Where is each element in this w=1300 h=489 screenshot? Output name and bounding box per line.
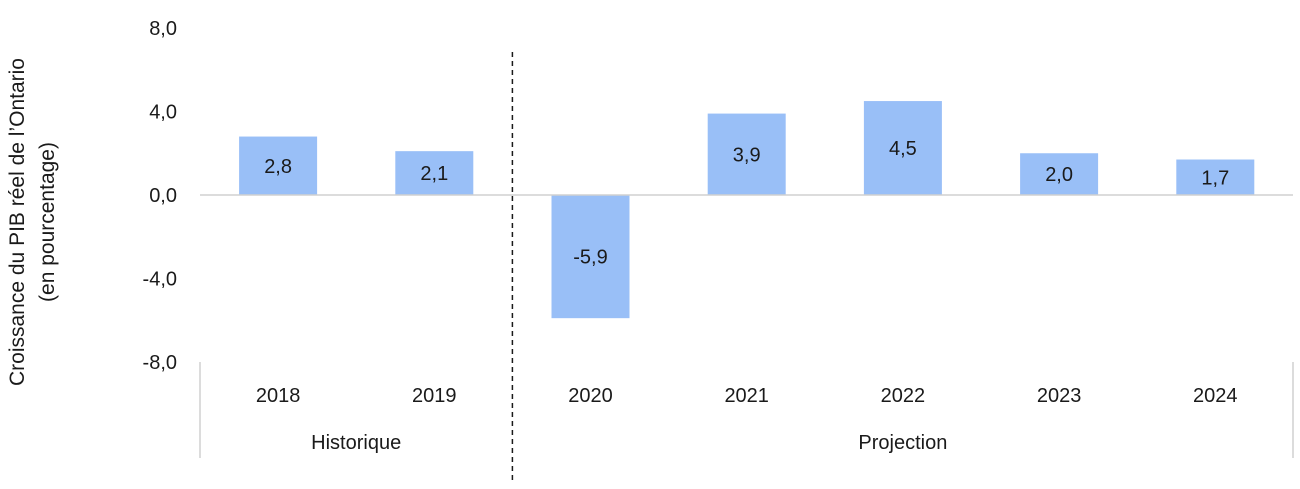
y-tick-label: -8,0 xyxy=(143,352,177,374)
y-axis-title-line: (en pourcentage) xyxy=(36,142,59,302)
bar xyxy=(395,151,474,195)
x-tick-label: 2019 xyxy=(412,385,457,407)
y-tick-label: 0,0 xyxy=(149,185,177,207)
data-label: 3,9 xyxy=(733,144,761,166)
bar xyxy=(239,136,318,195)
data-label: 2,1 xyxy=(420,163,448,185)
x-tick-label: 2018 xyxy=(256,385,301,407)
x-tick-label: 2020 xyxy=(568,385,613,407)
bar xyxy=(1176,159,1255,195)
x-tick-label: 2023 xyxy=(1037,385,1082,407)
x-tick-label: 2022 xyxy=(881,385,926,407)
category-labels: 2018 2019 2020 2021 2022 2023 2024 xyxy=(256,385,1238,407)
x-tick-label: 2021 xyxy=(724,385,769,407)
y-axis-title: Croissance du PIB réel de l’Ontario (en p… xyxy=(6,58,59,386)
y-axis-ticks: 8,0 4,0 0,0 -4,0 -8,0 xyxy=(143,18,177,374)
bars: 2,8 2,1 -5,9 3,9 4,5 2,0 1,7 xyxy=(239,101,1255,319)
bar xyxy=(707,113,786,195)
y-tick-label: -4,0 xyxy=(143,269,177,291)
data-label: 2,8 xyxy=(264,156,292,178)
y-tick-label: 8,0 xyxy=(149,18,177,40)
group-labels: Historique Projection xyxy=(311,432,947,454)
axes xyxy=(199,52,1294,482)
data-label: 4,5 xyxy=(889,138,917,160)
data-label: 1,7 xyxy=(1201,167,1229,189)
y-tick-label: 4,0 xyxy=(149,102,177,124)
x-tick-label: 2024 xyxy=(1193,385,1238,407)
bar xyxy=(551,195,630,319)
y-axis-title-line: Croissance du PIB réel de l’Ontario xyxy=(6,58,29,386)
group-label: Historique xyxy=(311,432,401,454)
bar xyxy=(1020,153,1099,195)
data-label: 2,0 xyxy=(1045,164,1073,186)
bar xyxy=(863,101,942,195)
group-label: Projection xyxy=(858,432,947,454)
data-label: -5,9 xyxy=(573,247,607,269)
